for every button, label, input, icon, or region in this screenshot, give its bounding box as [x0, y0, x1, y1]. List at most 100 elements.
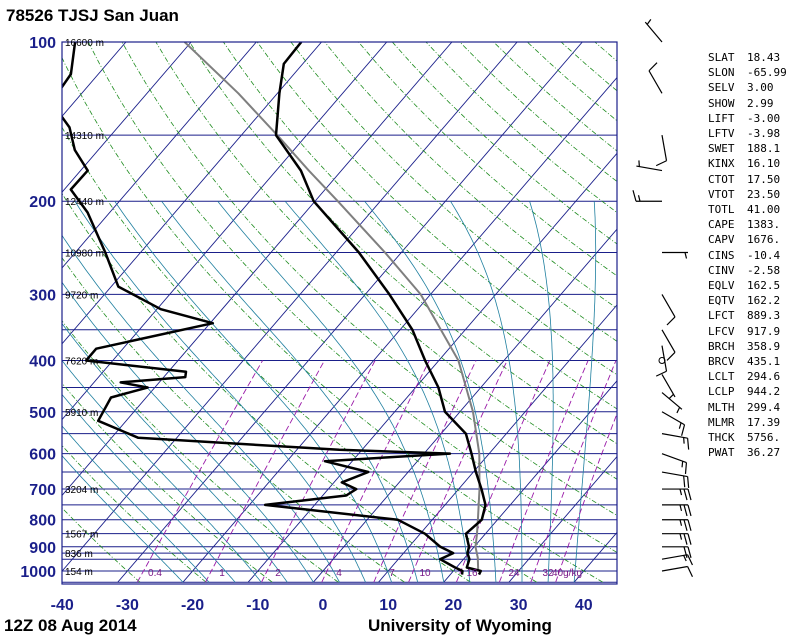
pressure-tick-label: 1000	[20, 564, 56, 581]
temperature-tick-label: 20	[445, 597, 463, 614]
index-row: CAPV 1676.	[708, 232, 798, 247]
temperature-tick-label: -10	[246, 597, 269, 614]
index-value: 18.43	[747, 51, 781, 64]
wind-barb	[661, 453, 688, 474]
wind-barb-flag	[632, 190, 637, 202]
wind-barb-shaft	[648, 70, 663, 94]
calm-wind-circle	[658, 356, 666, 364]
height-label: 1567 m	[65, 530, 98, 541]
mixing-ratio-line	[136, 360, 263, 583]
height-label: 16600 m	[65, 38, 104, 49]
wind-barb	[661, 433, 690, 450]
height-label: 836 m	[65, 549, 93, 560]
isotherm-line	[508, 455, 617, 583]
index-value: 1383.	[747, 218, 781, 232]
wind-barb	[655, 135, 668, 167]
mixing-ratio-line	[261, 360, 376, 583]
mixing-ratio-label: 2	[275, 568, 281, 579]
dry-adiabat-line	[290, 42, 617, 342]
index-value: 16.10	[747, 157, 781, 171]
isotherm-line	[62, 42, 257, 269]
moist-adiabat-line	[62, 281, 314, 583]
mixing-ratio-line	[373, 360, 477, 583]
wind-barb-half-flag	[679, 504, 683, 512]
moist-adiabat-line	[62, 234, 340, 583]
height-label: 3204 m	[65, 485, 98, 496]
wind-barb-half-flag	[646, 19, 652, 25]
index-value: 299.4	[747, 400, 781, 414]
wind-barb-flag	[683, 504, 688, 517]
isotherm-line	[443, 380, 617, 583]
height-label: 12440 m	[65, 197, 104, 208]
moist-adiabat-line	[62, 455, 184, 583]
mixing-ratio-label: 40g/kg	[552, 568, 582, 579]
wind-barb-shaft	[661, 554, 688, 560]
isotherm-line	[62, 42, 322, 345]
mixing-ratio-label: 0.4	[148, 568, 162, 579]
wind-barb-half-flag	[676, 407, 681, 414]
index-key: LIFT	[708, 111, 735, 125]
temperature-line	[274, 42, 487, 576]
wind-barb	[661, 471, 690, 488]
index-key: BRCV	[708, 355, 735, 369]
index-key: CINV	[708, 263, 735, 277]
index-key: BRCH	[708, 339, 735, 353]
mixing-ratio-line	[455, 360, 551, 583]
wind-barb-half-flag	[637, 195, 641, 202]
wind-barb	[662, 546, 692, 558]
wind-barb-flag	[687, 504, 692, 517]
index-row: TOTL 41.00	[708, 202, 798, 217]
wind-barb	[661, 329, 676, 361]
wind-barb-shaft	[661, 135, 668, 161]
wind-barb-half-flag	[668, 393, 674, 400]
index-key: SLON	[708, 66, 735, 80]
wind-barb-flag	[648, 62, 658, 72]
dry-adiabat-line	[189, 42, 617, 445]
index-key: KINX	[708, 157, 735, 171]
index-key: CTOT	[708, 172, 735, 186]
mixing-ratio-line	[408, 360, 508, 583]
index-row: MLMR 17.39	[708, 415, 798, 430]
index-value: 162.5	[747, 279, 781, 293]
index-row: LCLP 944.2	[708, 384, 798, 399]
wind-barb	[658, 356, 666, 364]
isotherm-line	[117, 42, 583, 583]
index-key: LCLP	[708, 385, 735, 399]
wind-barb-flag	[683, 519, 688, 531]
index-value: 41.00	[747, 203, 781, 217]
height-label: 5910 m	[65, 408, 98, 419]
moist-adiabat-line	[529, 201, 554, 583]
wind-barb	[648, 62, 663, 94]
index-row: LIFT -3.00	[708, 111, 798, 126]
index-row: CAPE 1383.	[708, 217, 798, 232]
index-value: 17.39	[747, 415, 781, 429]
index-value: 3.00	[747, 81, 774, 95]
isotherm-line	[62, 42, 518, 572]
wind-barb-flag	[683, 488, 688, 501]
wind-barb-shaft	[636, 165, 663, 172]
index-key: MLTH	[708, 400, 735, 414]
index-row: KINX 16.10	[708, 156, 798, 171]
temperature-tick-label: 40	[575, 597, 593, 614]
index-row: SLAT 18.43	[708, 50, 798, 65]
mixing-ratio-line	[498, 360, 589, 583]
mixing-ratio-label: 1	[219, 568, 225, 579]
pressure-tick-label: 900	[29, 540, 56, 557]
index-value: 435.1	[747, 355, 781, 369]
wind-barb-shaft	[661, 433, 688, 439]
moist-adiabat-line	[364, 200, 497, 583]
wind-barb	[662, 488, 692, 501]
index-key: LCLT	[708, 370, 735, 384]
isotherm-line	[62, 42, 192, 193]
height-label: 10980 m	[65, 249, 104, 260]
index-row: THCK 5756.	[708, 430, 798, 445]
mixing-ratio-line	[321, 360, 430, 583]
index-row: LFCT 889.3	[708, 308, 798, 323]
index-key: LFTV	[708, 127, 735, 141]
wind-barb-shaft	[661, 471, 688, 478]
dry-adiabat-line	[121, 42, 617, 516]
wind-barb-flag	[681, 424, 686, 436]
wind-barb	[661, 392, 683, 414]
wind-barb-flag	[687, 533, 692, 545]
